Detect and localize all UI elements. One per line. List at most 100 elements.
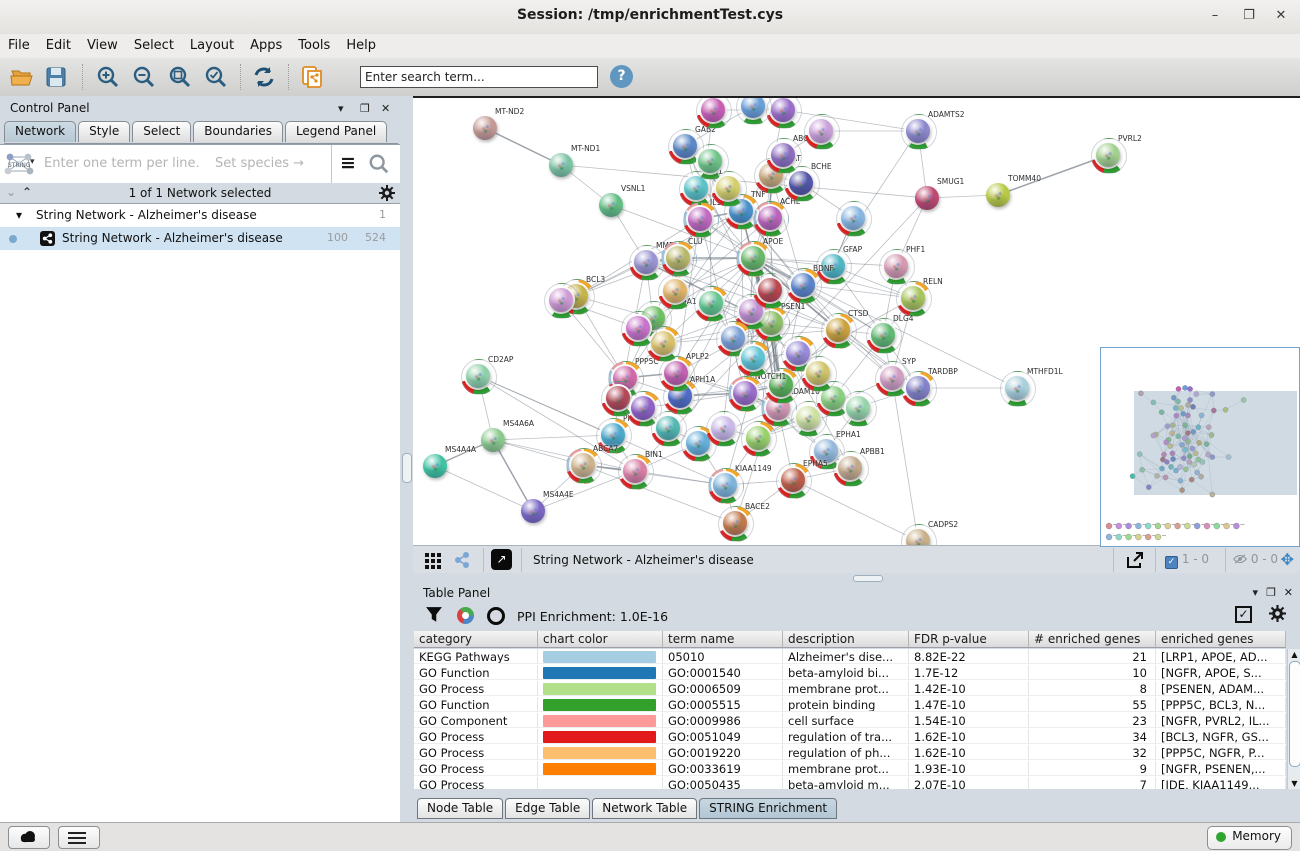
menu-file[interactable]: File — [0, 35, 38, 53]
vertical-splitter[interactable] — [400, 96, 413, 822]
menu-layout[interactable]: Layout — [182, 35, 242, 53]
network-node-ms4a4e[interactable] — [516, 494, 550, 528]
menu-edit[interactable]: Edit — [38, 35, 79, 53]
network-node-tomm40[interactable] — [981, 178, 1015, 212]
network-node-abca1[interactable] — [766, 138, 800, 172]
network-node[interactable] — [621, 311, 655, 345]
string-search-bar[interactable]: STRING ▾ Enter one term per line. Set sp… — [0, 144, 400, 184]
tab-style[interactable]: Style — [78, 121, 130, 142]
tree-expander-icon[interactable]: ▾ — [16, 208, 22, 222]
network-node[interactable] — [753, 273, 787, 307]
network-node-mt-nd1[interactable] — [544, 148, 578, 182]
tab-network[interactable]: Network — [4, 121, 76, 142]
menu-help[interactable]: Help — [338, 35, 384, 53]
network-node[interactable] — [694, 286, 728, 320]
network-node-mthfd1l[interactable] — [1000, 371, 1034, 405]
network-node-clu[interactable] — [661, 241, 695, 275]
network-node[interactable] — [736, 341, 770, 375]
select-rows-checkbox-icon[interactable]: ✓ — [1235, 606, 1252, 623]
menu-tools[interactable]: Tools — [290, 35, 338, 53]
scroll-down-icon[interactable]: ▼ — [1288, 778, 1300, 789]
network-node-apbb1[interactable] — [833, 451, 867, 485]
export-network-icon[interactable] — [1125, 550, 1145, 570]
network-node[interactable] — [841, 391, 875, 425]
splitter-grip[interactable] — [853, 575, 883, 582]
network-node-reln[interactable] — [896, 281, 930, 315]
horizontal-splitter[interactable] — [413, 573, 1300, 583]
table-settings-gear-icon[interactable] — [1269, 605, 1286, 622]
filter-icon[interactable] — [425, 606, 443, 624]
network-canvas[interactable]: MT-ND2MT-ND1VSNL1GAB2IRS1CD2APMS4A4AMS4A… — [413, 96, 1300, 547]
network-node-bdnf[interactable] — [786, 268, 820, 302]
minimize-button[interactable]: – — [1202, 6, 1228, 26]
network-node-mt-nd2[interactable] — [468, 111, 502, 145]
string-dropdown-caret[interactable]: ▾ — [30, 157, 35, 167]
float-panel-icon[interactable]: ❐ — [1266, 586, 1276, 599]
float-panel-icon[interactable]: ❐ — [360, 102, 370, 115]
table-tab-string-enrichment[interactable]: STRING Enrichment — [699, 798, 837, 819]
network-overview-icon[interactable] — [453, 551, 471, 569]
cloud-sync-button[interactable] — [8, 826, 50, 849]
network-node-abca7[interactable] — [566, 448, 600, 482]
zoom-selected-icon[interactable] — [204, 65, 228, 89]
maximize-button[interactable]: ❐ — [1236, 6, 1262, 26]
network-node[interactable] — [544, 283, 578, 317]
network-node-bin1[interactable] — [618, 454, 652, 488]
network-node-il1b[interactable] — [683, 202, 717, 236]
network-node-cd2ap[interactable] — [461, 359, 495, 393]
menu-select[interactable]: Select — [126, 35, 182, 53]
task-list-button[interactable] — [58, 826, 100, 849]
ring-chart-icon[interactable] — [487, 607, 505, 625]
tab-select[interactable]: Select — [132, 121, 191, 142]
memory-button[interactable]: Memory — [1207, 826, 1292, 850]
column-header-category[interactable]: category — [414, 631, 538, 648]
selected-checkbox-icon[interactable]: ✓ — [1165, 556, 1178, 569]
table-tab-network-table[interactable]: Network Table — [592, 798, 697, 819]
network-node[interactable] — [658, 274, 692, 308]
network-node-smug1[interactable] — [910, 181, 944, 215]
column-header-fdr-p-value[interactable]: FDR p-value — [909, 631, 1029, 648]
string-query-placeholder[interactable]: Enter one term per line. — [44, 156, 200, 171]
network-node[interactable] — [651, 411, 685, 445]
close-button[interactable]: ✕ — [1268, 6, 1294, 26]
table-tab-edge-table[interactable]: Edge Table — [505, 798, 590, 819]
network-node-apoe[interactable] — [736, 241, 770, 275]
network-node-ctsd[interactable] — [821, 313, 855, 347]
column-header-chart-color[interactable]: chart color — [538, 631, 663, 648]
zoom-out-icon[interactable] — [132, 65, 156, 89]
pan-crosshair-icon[interactable]: ✥ — [1281, 550, 1294, 569]
scroll-up-icon[interactable]: ▲ — [1288, 649, 1300, 660]
network-node[interactable] — [741, 421, 775, 455]
network-node-adamts2[interactable] — [901, 114, 935, 148]
network-node[interactable] — [801, 356, 835, 390]
zoom-fit-icon[interactable] — [168, 65, 192, 89]
network-node[interactable] — [696, 96, 730, 127]
string-options-icon[interactable]: ≡ — [340, 152, 356, 174]
string-search-icon[interactable] — [368, 153, 390, 175]
column-header-term-name[interactable]: term name — [663, 631, 783, 648]
clone-network-icon[interactable] — [300, 65, 324, 89]
chart-icon[interactable] — [457, 607, 474, 624]
grid-view-icon[interactable] — [425, 553, 429, 557]
network-node-tardbp[interactable] — [901, 371, 935, 405]
close-panel-icon[interactable]: ✕ — [1284, 586, 1293, 599]
tab-legend-panel[interactable]: Legend Panel — [285, 121, 387, 142]
table-scrollbar[interactable]: ▲ ▼ — [1287, 649, 1300, 789]
network-node[interactable] — [711, 171, 745, 205]
network-node-pvrl2[interactable] — [1091, 138, 1125, 172]
scrollbar-thumb[interactable] — [1289, 661, 1300, 767]
splitter-grip[interactable] — [402, 453, 412, 483]
save-session-icon[interactable] — [44, 65, 68, 89]
network-label[interactable]: String Network - Alzheimer's disease — [62, 231, 283, 245]
network-node-phf1[interactable] — [879, 249, 913, 283]
network-node-bace2[interactable] — [718, 506, 752, 540]
string-species-hint[interactable]: Set species → — [215, 156, 304, 171]
overview-viewport-rect[interactable] — [1134, 391, 1297, 495]
